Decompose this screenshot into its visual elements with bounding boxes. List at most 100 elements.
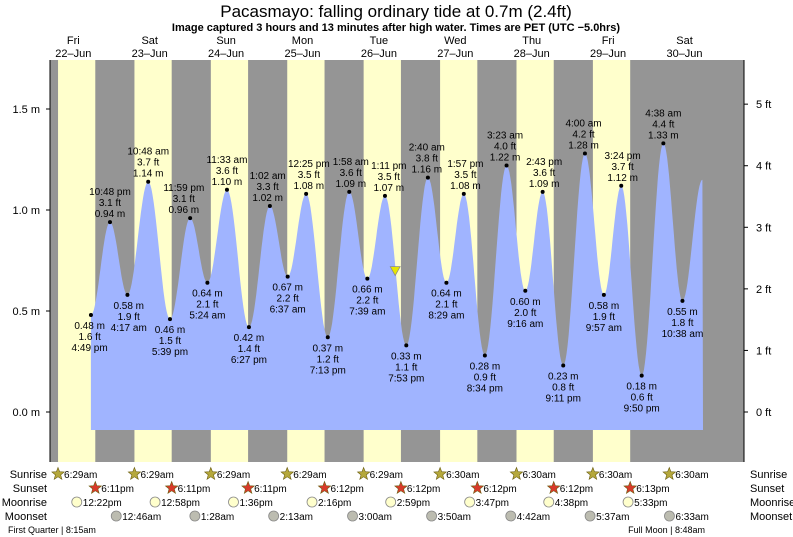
moon-phase-label: First Quarter | 8:15am (8, 525, 96, 535)
low-tide-feet: 0.6 ft (631, 393, 653, 404)
day-of-week-label: Sat (141, 35, 158, 47)
low-tide-point (246, 325, 251, 330)
left-tick-label: 0.0 m (12, 407, 40, 419)
high-tide-time: 4:38 am (645, 108, 681, 119)
high-tide-time: 10:48 am (127, 147, 169, 158)
high-tide-meters: 0.94 m (95, 209, 126, 220)
high-tide-time: 2:40 am (409, 143, 445, 154)
low-tide-point (601, 292, 606, 297)
chart-title: Pacasmayo: falling ordinary tide at 0.7m… (220, 2, 572, 21)
sunset-icon (88, 480, 103, 494)
moonrise-icon (228, 496, 239, 508)
high-tide-label: 12:25 pm3.5 ft1.08 m (288, 159, 330, 192)
right-tick-label: 4 ft (756, 161, 771, 173)
moonrise-time: 12:58pm (161, 498, 200, 509)
high-tide-time: 3:23 am (487, 131, 523, 142)
high-tide-point (619, 183, 624, 188)
moonset-icon (347, 510, 358, 522)
low-tide-meters: 0.55 m (667, 307, 698, 318)
low-tide-meters: 0.64 m (192, 289, 223, 300)
low-tide-feet: 1.9 ft (593, 312, 615, 323)
high-tide-point (188, 216, 193, 221)
low-tide-point (482, 353, 487, 358)
sunset-time: 6:13pm (636, 484, 669, 495)
low-tide-label: 0.33 m1.1 ft7:53 pm (388, 351, 424, 384)
high-tide-feet: 4.0 ft (494, 142, 516, 153)
high-tide-meters: 1.16 m (411, 165, 442, 176)
high-tide-meters: 1.10 m (212, 177, 243, 188)
high-tide-time: 1:57 pm (447, 159, 483, 170)
low-tide-point (285, 274, 290, 279)
low-tide-meters: 0.64 m (431, 289, 462, 300)
high-tide-meters: 1.02 m (252, 193, 283, 204)
high-tide-feet: 3.5 ft (378, 172, 400, 183)
sunrise-icon (51, 466, 65, 480)
sunset-icon (164, 480, 179, 494)
low-tide-time: 6:27 pm (231, 355, 267, 366)
low-tide-point (365, 276, 370, 281)
moonset-time: 12:46am (122, 512, 161, 523)
low-tide-point (404, 343, 409, 348)
high-tide-feet: 4.2 ft (572, 129, 594, 140)
moonset-time: 3:00am (359, 512, 392, 523)
low-tide-feet: 1.2 ft (317, 354, 339, 365)
right-tick-label: 2 ft (756, 284, 771, 296)
low-tide-time: 4:17 am (111, 323, 147, 334)
high-tide-meters: 1.33 m (648, 130, 679, 141)
low-tide-label: 0.37 m1.2 ft7:13 pm (310, 343, 346, 376)
right-tick-label: 5 ft (756, 99, 771, 111)
sunrise-time: 6:29am (140, 470, 173, 481)
high-tide-meters: 1.14 m (133, 169, 164, 180)
low-tide-time: 4:49 pm (72, 343, 108, 354)
low-tide-meters: 0.67 m (272, 283, 303, 294)
low-tide-meters: 0.33 m (391, 351, 422, 362)
high-tide-time: 11:59 pm (163, 183, 204, 194)
sunset-icon (241, 480, 256, 494)
sunrise-icon (127, 466, 142, 480)
sunrise-row-label-right: Sunrise (750, 469, 787, 481)
moonset-time: 1:28am (201, 512, 234, 523)
moonrise-icon (71, 496, 83, 508)
moonrise-row-label-right: Moonrise (750, 497, 793, 509)
low-tide-feet: 2.0 ft (514, 308, 536, 319)
moonrise-time: 5:33pm (634, 498, 667, 509)
moonset-icon (268, 510, 280, 522)
low-tide-meters: 0.46 m (155, 325, 186, 336)
moonset-icon (110, 510, 122, 522)
high-tide-label: 1:57 pm3.5 ft1.08 m (447, 159, 483, 192)
moonset-icon (664, 510, 675, 522)
date-label: 22–Jun (55, 48, 91, 60)
sunset-time: 6:11pm (101, 484, 134, 495)
high-tide-time: 10:48 pm (89, 187, 131, 198)
moonset-time: 5:37am (596, 512, 629, 523)
sunset-time: 6:12pm (331, 484, 364, 495)
moonset-row-label: Moonset (5, 511, 47, 523)
current-tide-marker (389, 266, 401, 277)
low-tide-point (88, 313, 93, 318)
high-tide-feet: 3.3 ft (257, 182, 279, 193)
high-tide-time: 11:33 am (206, 155, 247, 166)
high-tide-time: 4:00 am (565, 118, 601, 129)
right-tick-label: 1 ft (756, 345, 771, 357)
low-tide-feet: 1.6 ft (79, 332, 101, 343)
low-tide-label: 0.46 m1.5 ft5:39 pm (152, 325, 188, 358)
left-tick-label: 1.5 m (12, 104, 40, 116)
sunrise-icon (203, 466, 218, 480)
high-tide-time: 1:11 pm (371, 161, 406, 172)
low-tide-meters: 0.66 m (352, 285, 383, 296)
low-tide-point (680, 298, 685, 303)
high-tide-meters: 1.28 m (568, 140, 599, 151)
low-tide-meters: 0.58 m (589, 301, 620, 312)
low-tide-label: 0.58 m1.9 ft4:17 am (111, 301, 147, 334)
low-tide-point (561, 363, 566, 368)
date-label: 25–Jun (284, 48, 320, 60)
low-tide-time: 9:11 pm (546, 394, 581, 405)
high-tide-feet: 3.6 ft (216, 166, 238, 177)
high-tide-meters: 1.08 m (294, 181, 325, 192)
high-tide-point (224, 187, 229, 192)
day-of-week-label: Fri (602, 35, 615, 47)
low-tide-point (167, 317, 172, 322)
sunset-icon (317, 480, 332, 494)
low-tide-time: 5:39 pm (152, 347, 188, 358)
